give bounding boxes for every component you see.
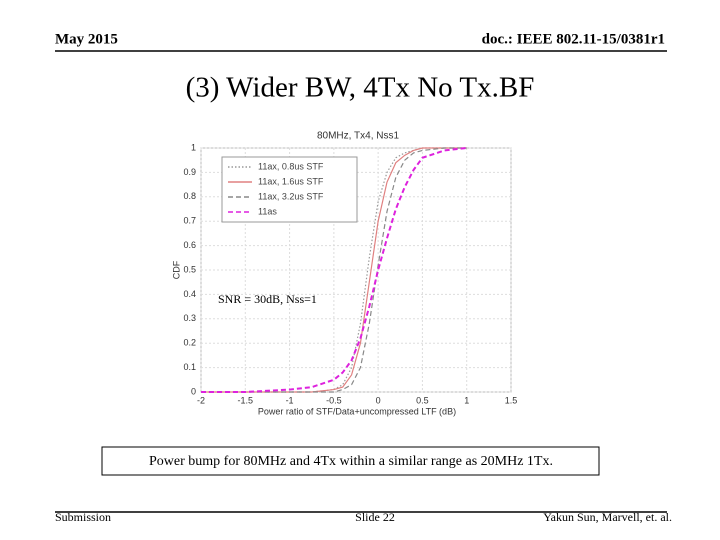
chart: 80MHz, Tx4, Nss1 Power ratio of STF/Data+… <box>171 131 517 417</box>
series-line <box>201 147 467 393</box>
header-date: May 2015 <box>55 31 118 47</box>
caption-box <box>101 446 600 476</box>
header-doc: doc.: IEEE 802.11-15/0381r1 <box>482 31 665 47</box>
footer-left: Submission <box>55 510 111 524</box>
y-tick-label: 0.1 <box>183 362 196 372</box>
y-tick-label: 0.5 <box>183 264 196 274</box>
x-tick-label: -0.5 <box>326 395 342 405</box>
legend-label: 11ax, 0.8us STF <box>258 161 324 171</box>
y-tick-label: 0.6 <box>183 240 196 250</box>
x-axis-label: Power ratio of STF/Data+uncompressed LTF… <box>258 406 456 416</box>
x-tick-label: 1 <box>464 395 469 405</box>
y-axis-label: CDF <box>171 260 181 279</box>
legend-label: 11ax, 3.2us STF <box>258 191 324 201</box>
slide-title: (3) Wider BW, 4Tx No Tx.BF <box>186 72 535 104</box>
y-tick-label: 0 <box>191 386 196 396</box>
x-tick-label: -1.5 <box>238 395 254 405</box>
legend-label: 11as <box>258 206 277 216</box>
y-tick-label: 0.3 <box>183 313 196 323</box>
footer-right: Yakun Sun, Marvell, et. al. <box>543 510 672 524</box>
y-tick-label: 0.9 <box>183 167 196 177</box>
y-tick-label: 0.8 <box>183 191 196 201</box>
x-tick-label: 1.5 <box>505 395 518 405</box>
x-tick-label: -1 <box>286 395 294 405</box>
x-tick-label: 0.5 <box>416 395 429 405</box>
y-tick-label: 0.2 <box>183 338 196 348</box>
chart-title: 80MHz, Tx4, Nss1 <box>317 131 399 142</box>
y-tick-label: 0.7 <box>183 216 196 226</box>
series-line <box>201 147 467 393</box>
legend-label: 11ax, 1.6us STF <box>258 176 324 186</box>
annotation: SNR = 30dB, Nss=1 <box>218 292 317 306</box>
x-tick-label: 0 <box>376 395 381 405</box>
y-tick-label: 0.4 <box>183 289 196 299</box>
series-line <box>201 147 467 393</box>
y-tick-label: 1 <box>191 142 196 152</box>
caption: Power bump for 80MHz and 4Tx within a si… <box>149 454 553 469</box>
x-tick-label: -2 <box>197 395 205 405</box>
footer-center: Slide 22 <box>355 510 395 524</box>
legend-box <box>221 156 358 223</box>
